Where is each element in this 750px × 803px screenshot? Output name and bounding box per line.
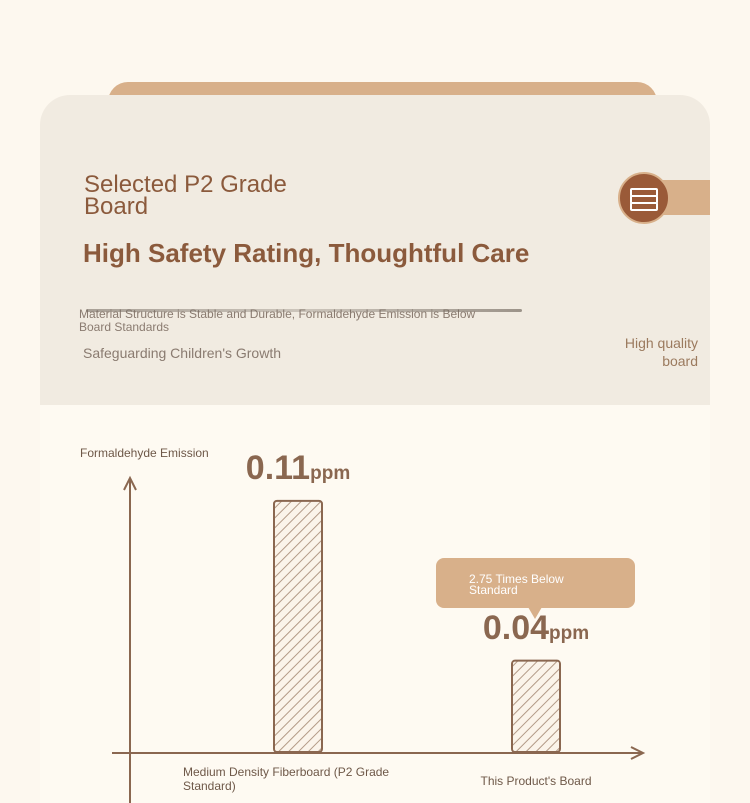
bar (273, 499, 323, 754)
callout-box (436, 558, 635, 608)
y-axis-label: Formaldehyde Emission (80, 446, 209, 460)
badge-glyph (630, 188, 658, 211)
tagline: Safeguarding Children's Growth (83, 345, 282, 361)
value-label: 0.04ppm (483, 609, 589, 648)
value-unit: ppm (310, 462, 351, 484)
category-label: This Product's Board (480, 774, 592, 788)
title: Selected P2 Grade Board (84, 171, 287, 220)
value-number: 0.04 (482, 608, 550, 647)
callout-pointer (528, 607, 542, 619)
category-label: Medium Density Fiberboard (P2 Grade Stan… (183, 765, 390, 793)
badge-text: High quality board (624, 335, 698, 369)
badge-icon (618, 172, 670, 224)
bar (511, 659, 561, 754)
header-card (40, 95, 710, 405)
value-label: 0.11ppm (246, 449, 350, 488)
value-unit: ppm (549, 622, 590, 644)
callout-text: 2.75 Times Below Standard (469, 572, 564, 597)
value-number: 0.11 (245, 448, 311, 487)
headline: High Safety Rating, Thoughtful Care (83, 238, 530, 268)
decor-stroke (86, 309, 522, 312)
